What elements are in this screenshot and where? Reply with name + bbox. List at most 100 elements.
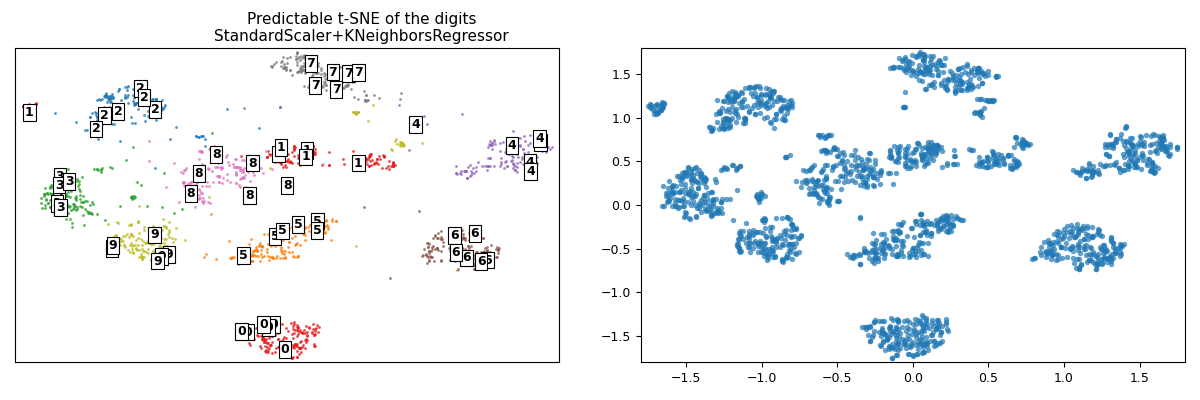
Point bbox=[194, 253, 214, 260]
Point bbox=[217, 177, 236, 183]
Point bbox=[181, 190, 200, 197]
Point bbox=[893, 336, 912, 343]
Point bbox=[850, 162, 869, 168]
Point bbox=[304, 148, 323, 155]
Point bbox=[914, 349, 934, 355]
Point bbox=[694, 177, 713, 184]
Point bbox=[749, 104, 768, 110]
Point bbox=[463, 170, 482, 176]
Point bbox=[448, 267, 467, 273]
Point bbox=[775, 154, 794, 160]
Point bbox=[1088, 261, 1108, 267]
Point bbox=[253, 335, 272, 341]
Point bbox=[655, 100, 674, 106]
Point bbox=[805, 179, 824, 185]
Point bbox=[307, 322, 326, 328]
Point bbox=[970, 96, 989, 102]
Point bbox=[349, 160, 368, 166]
Point bbox=[313, 214, 332, 221]
Point bbox=[756, 192, 775, 199]
Point bbox=[900, 253, 919, 260]
Point bbox=[233, 167, 252, 174]
Point bbox=[874, 244, 893, 251]
Point bbox=[346, 65, 365, 71]
Point bbox=[877, 337, 896, 344]
Point bbox=[817, 148, 836, 154]
Point bbox=[730, 245, 749, 251]
Point bbox=[829, 198, 848, 204]
Point bbox=[1123, 142, 1142, 148]
Point bbox=[680, 216, 700, 222]
Point bbox=[739, 236, 758, 242]
Point bbox=[118, 84, 137, 90]
Point bbox=[862, 167, 881, 173]
Point bbox=[695, 178, 714, 184]
Point bbox=[1126, 161, 1145, 168]
Point bbox=[712, 204, 731, 211]
Point bbox=[468, 248, 487, 255]
Point bbox=[277, 66, 296, 72]
Point bbox=[446, 170, 466, 176]
Point bbox=[864, 246, 883, 252]
Point bbox=[92, 116, 112, 123]
Point bbox=[1084, 167, 1103, 174]
Point bbox=[1048, 228, 1067, 234]
Point bbox=[229, 254, 248, 261]
Point bbox=[317, 222, 336, 229]
Point bbox=[96, 91, 115, 98]
Point bbox=[713, 125, 732, 131]
Point bbox=[88, 114, 107, 120]
Point bbox=[138, 249, 157, 256]
Point bbox=[446, 170, 466, 176]
Point bbox=[498, 150, 517, 156]
Point bbox=[295, 336, 314, 343]
Point bbox=[888, 326, 907, 332]
Point bbox=[988, 151, 1007, 158]
Point bbox=[1129, 154, 1148, 160]
Point bbox=[349, 69, 368, 76]
Point bbox=[918, 240, 937, 246]
Point bbox=[913, 221, 932, 228]
Point bbox=[66, 195, 85, 202]
Point bbox=[674, 214, 694, 220]
Point bbox=[800, 190, 820, 196]
Point bbox=[922, 151, 941, 158]
Point bbox=[287, 219, 306, 226]
Point bbox=[700, 124, 719, 130]
Point bbox=[1044, 246, 1063, 252]
Point bbox=[456, 168, 475, 174]
Point bbox=[157, 242, 176, 249]
Point bbox=[300, 325, 319, 331]
Point bbox=[880, 334, 899, 340]
Point bbox=[53, 170, 72, 177]
Point bbox=[271, 346, 290, 353]
Point bbox=[979, 156, 998, 162]
Point bbox=[894, 104, 913, 110]
Point bbox=[914, 58, 934, 65]
Point bbox=[491, 160, 510, 167]
Point bbox=[286, 233, 305, 240]
Point bbox=[346, 108, 365, 115]
Point bbox=[383, 158, 402, 165]
Point bbox=[196, 136, 215, 142]
Point bbox=[356, 158, 376, 165]
Point bbox=[808, 178, 827, 184]
Text: 8: 8 bbox=[248, 156, 257, 170]
Point bbox=[1050, 229, 1069, 236]
Point bbox=[205, 143, 224, 149]
Point bbox=[690, 173, 709, 180]
Point bbox=[469, 255, 488, 262]
Point bbox=[976, 163, 995, 170]
Point bbox=[118, 231, 137, 238]
Point bbox=[895, 341, 914, 347]
Point bbox=[895, 152, 914, 159]
Point bbox=[1100, 132, 1120, 138]
Point bbox=[876, 332, 895, 338]
Point bbox=[1061, 230, 1080, 237]
Point bbox=[722, 104, 742, 110]
Point bbox=[292, 223, 311, 229]
Point bbox=[874, 338, 893, 344]
Point bbox=[1007, 158, 1026, 164]
Point bbox=[474, 250, 493, 257]
Point bbox=[281, 54, 300, 60]
